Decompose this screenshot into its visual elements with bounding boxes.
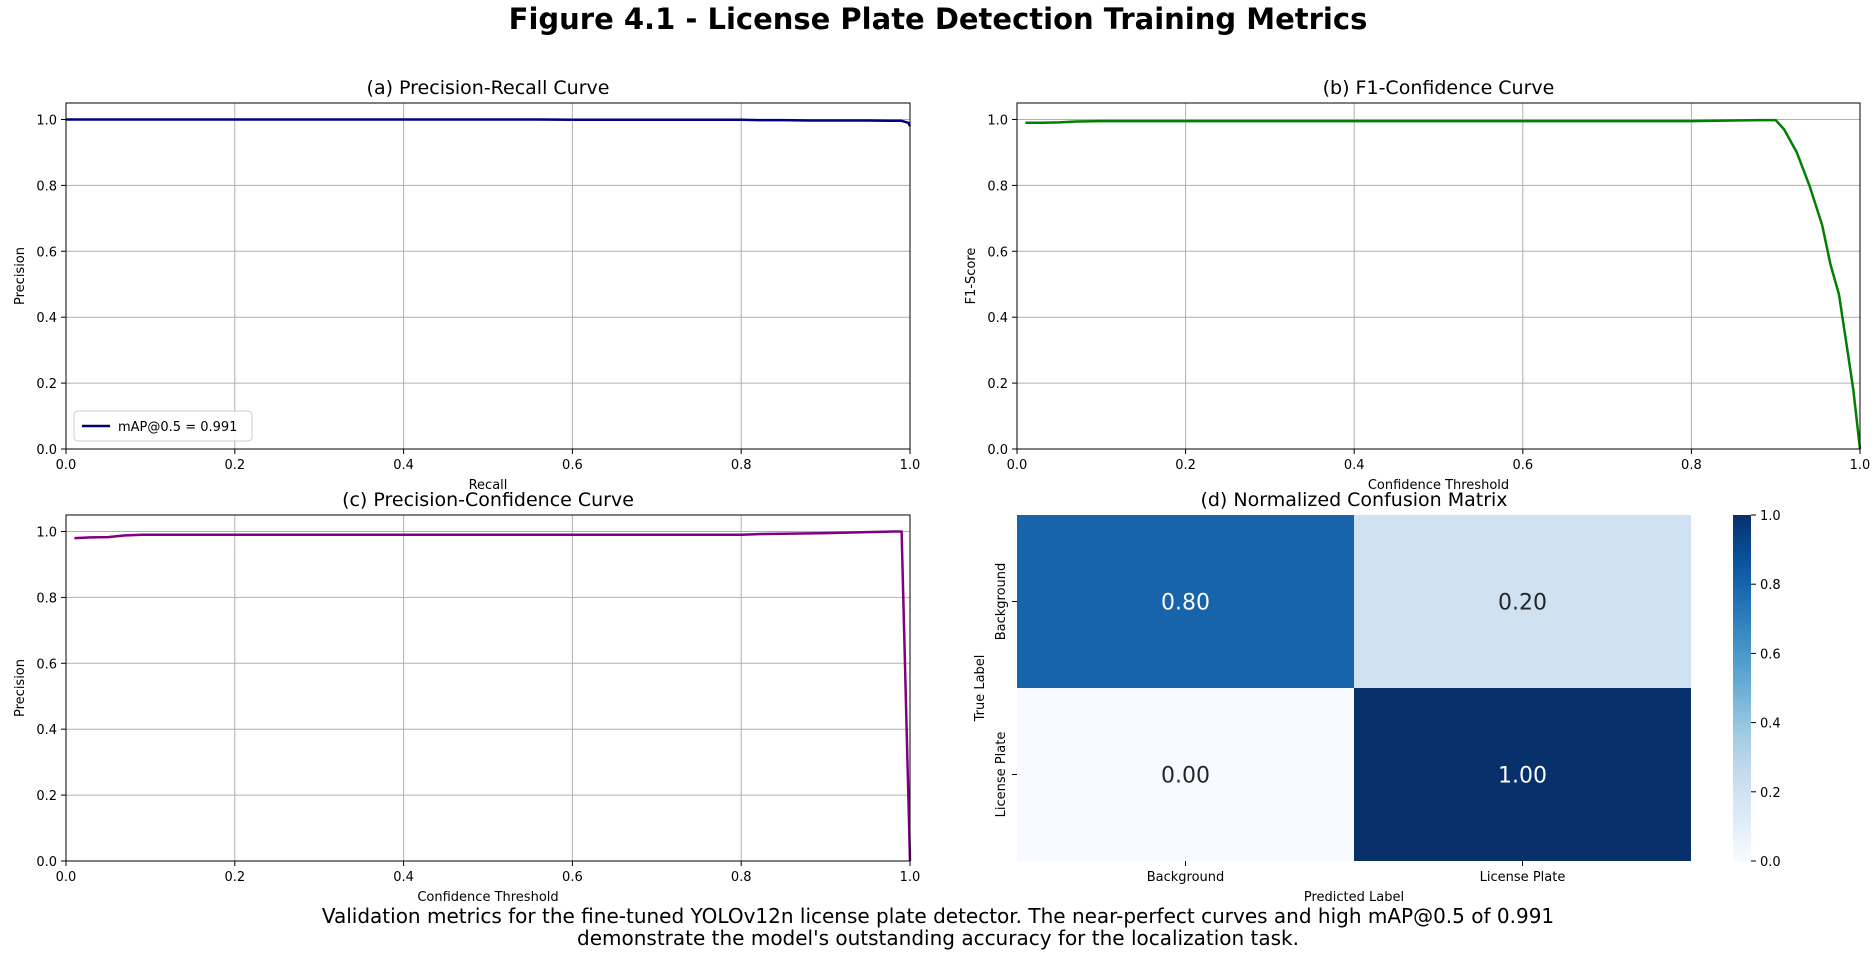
y-tick-label: 1.0: [987, 113, 1008, 128]
colorbar-tick-label: 1.0: [1760, 509, 1781, 524]
x-axis-label: Recall: [469, 478, 508, 493]
x-tick-label: 0.2: [224, 458, 245, 473]
y-tick-label: 0.4: [987, 311, 1008, 326]
y-tick-label: 0.8: [36, 591, 57, 606]
colorbar-tick-label: 0.2: [1760, 786, 1781, 801]
y-tick-label: 0.6: [987, 245, 1008, 260]
x-tick-label: 0.6: [562, 458, 583, 473]
heatmap-cell-label: 0.00: [1161, 764, 1210, 789]
colorbar-tick-label: 0.4: [1760, 717, 1781, 732]
axes-frame: [65, 514, 911, 862]
x-tick-label: 0.8: [731, 458, 752, 473]
x-tick-label: 0.4: [1344, 458, 1365, 473]
axes-frame: [65, 102, 911, 450]
y-tick-label: 0.6: [36, 657, 57, 672]
x-tick-label: 1.0: [1850, 458, 1871, 473]
chart-title: (a) Precision-Recall Curve: [367, 77, 610, 99]
caption-line-1: Validation metrics for the fine-tuned YO…: [321, 904, 1555, 928]
panel-cm: 0.80 0.20 0.00 1.00 Background License Plate B…: [973, 489, 1781, 905]
y-tick-label: 0.2: [36, 377, 57, 392]
colorbar-tick-label: 0.8: [1760, 578, 1781, 593]
chart-title: (b) F1-Confidence Curve: [1323, 77, 1555, 99]
heatmap-cell: [1017, 688, 1354, 861]
y-tick-label: 0.2: [987, 377, 1008, 392]
x-tick-label: 0.0: [56, 870, 77, 885]
legend-box: [73, 410, 253, 442]
chart-title: (d) Normalized Confusion Matrix: [1200, 489, 1507, 511]
legend-label: mAP@0.5 = 0.991: [118, 420, 237, 435]
caption-line-2: demonstrate the model's outstanding accu…: [577, 926, 1299, 950]
y-tick-label: 1.0: [36, 113, 57, 128]
heatmap-cell-label: 0.20: [1498, 591, 1547, 616]
y-tick-label: 1.0: [36, 525, 57, 540]
series-line-pc: [74, 530, 912, 862]
heatmap-cell-label: 0.80: [1161, 591, 1210, 616]
series-line-pr: [66, 118, 912, 127]
x-tick-label: 1.0: [900, 458, 921, 473]
x-axis-label: Confidence Threshold: [417, 890, 558, 905]
colorbar-tick-label: 0.6: [1760, 647, 1781, 662]
y-tick-label: 0.0: [987, 443, 1008, 458]
heatmap-cell: [1354, 515, 1691, 688]
y-tick-label: 0.6: [36, 245, 57, 260]
x-tick-label: 0.8: [731, 870, 752, 885]
y-tick-label: Background: [994, 563, 1009, 641]
figure-caption: Validation metrics for the fine-tuned YO…: [0, 905, 1876, 949]
figure-title: Figure 4.1 - License Plate Detection Tra…: [508, 2, 1368, 36]
x-tick-label: 0.6: [562, 870, 583, 885]
x-tick-label: Background: [1147, 870, 1225, 885]
panel-pr: 0.0 0.2 0.4 0.6 0.8 1.0 0.0 0.2 0.4 0.6 0.8 1.0 (a) …: [13, 77, 920, 493]
x-tick-label: 1.0: [900, 870, 921, 885]
x-axis-label: Predicted Label: [1304, 890, 1404, 905]
x-axis-label: Confidence Threshold: [1368, 478, 1509, 493]
heatmap-cell: [1017, 515, 1354, 688]
y-tick-label: 0.2: [36, 789, 57, 804]
heatmap-cell-label: 1.00: [1498, 764, 1547, 789]
y-tick-label: 0.4: [36, 723, 57, 738]
chart-title: (c) Precision-Confidence Curve: [342, 489, 634, 511]
colorbar-tick-label: 0.0: [1760, 855, 1781, 870]
y-tick-label: 0.0: [36, 855, 57, 870]
panel-pc: 0.0 0.2 0.4 0.6 0.8 1.0 0.0 0.2 0.4 0.6 0.8 1.0 (c) …: [13, 489, 920, 905]
y-tick-label: 0.0: [36, 443, 57, 458]
y-axis-label: Precision: [13, 659, 28, 717]
x-tick-label: 0.4: [393, 870, 414, 885]
y-tick-label: 0.8: [987, 179, 1008, 194]
x-tick-label: 0.4: [393, 458, 414, 473]
y-tick-label: 0.8: [36, 179, 57, 194]
x-tick-label: 0.2: [224, 870, 245, 885]
series-line-f1: [1025, 118, 1862, 450]
y-axis-label: True Label: [973, 655, 988, 723]
x-tick-label: 0.0: [1007, 458, 1028, 473]
y-tick-label: 0.4: [36, 311, 57, 326]
y-tick-label: License Plate: [994, 732, 1009, 818]
y-axis-label: Precision: [13, 247, 28, 305]
x-tick-label: 0.8: [1681, 458, 1702, 473]
x-tick-label: License Plate: [1480, 870, 1566, 885]
heatmap-cell: [1354, 688, 1691, 861]
x-tick-label: 0.0: [56, 458, 77, 473]
panel-f1: 0.0 0.2 0.4 0.6 0.8 1.0 0.0 0.2 0.4 0.6 0.8 1.0 (b) …: [964, 77, 1870, 493]
x-tick-label: 0.2: [1175, 458, 1196, 473]
x-tick-label: 0.6: [1512, 458, 1533, 473]
axes-frame: [1016, 102, 1861, 450]
y-axis-label: F1-Score: [964, 248, 979, 305]
colorbar: [1733, 515, 1751, 861]
